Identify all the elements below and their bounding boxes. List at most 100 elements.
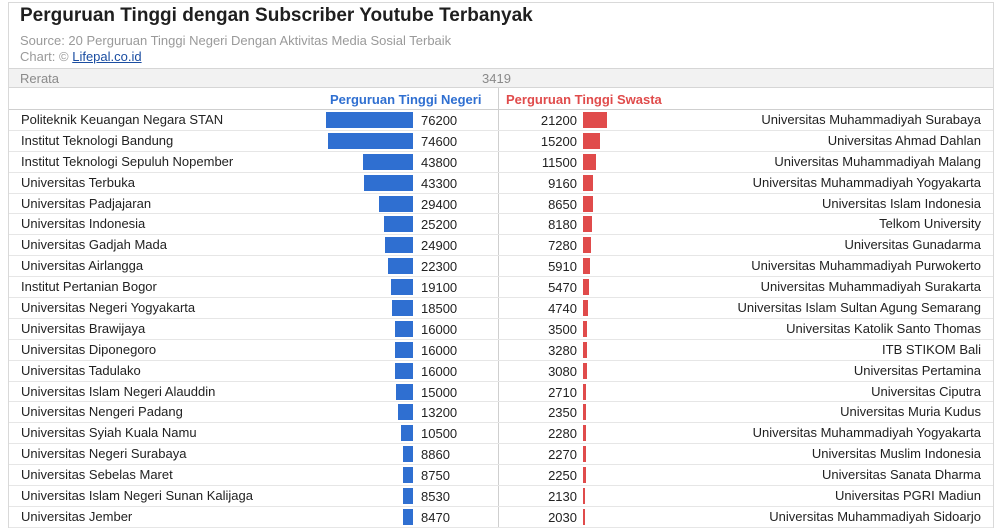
swasta-value-label: 3500 bbox=[548, 321, 577, 337]
negeri-value-label: 18500 bbox=[421, 301, 458, 317]
negeri-value-label: 43800 bbox=[421, 154, 458, 170]
swasta-value-label: 5470 bbox=[548, 280, 577, 296]
swasta-value-label: 21200 bbox=[540, 113, 577, 128]
column-header-row: Perguruan Tinggi Negeri Perguruan Tinggi… bbox=[9, 88, 993, 110]
swasta-university-name: Universitas Muslim Indonesia bbox=[811, 446, 981, 462]
swasta-bar bbox=[583, 153, 597, 170]
swasta-university-name: Universitas Katolik Santo Thomas bbox=[786, 320, 981, 336]
swasta-bar bbox=[583, 362, 587, 379]
swasta-bar bbox=[583, 425, 586, 442]
swasta-value-label: 2030 bbox=[548, 509, 577, 525]
negeri-bar bbox=[403, 508, 413, 525]
negeri-bar bbox=[402, 446, 413, 463]
table-row: Universitas Terbuka 43300 9160 Universitas … bbox=[9, 173, 993, 194]
negeri-university-name: Universitas Islam Negeri Alauddin bbox=[21, 383, 216, 399]
negeri-value-label: 15000 bbox=[421, 384, 458, 400]
table-row: Institut Teknologi Bandung 74600 15200 Univ… bbox=[9, 131, 993, 152]
swasta-bar bbox=[583, 258, 590, 275]
swasta-bar bbox=[583, 488, 586, 505]
center-divider bbox=[498, 88, 499, 528]
negeri-value-label: 43300 bbox=[421, 175, 458, 191]
swasta-bar bbox=[583, 216, 593, 233]
negeri-value-label: 29400 bbox=[421, 196, 458, 212]
negeri-university-name: Politeknik Keuangan Negara STAN bbox=[21, 112, 224, 127]
table-row: Politeknik Keuangan Negara STAN 76200 2120… bbox=[9, 110, 993, 131]
table-body: Politeknik Keuangan Negara STAN 76200 2120… bbox=[9, 110, 993, 528]
negeri-value-label: 16000 bbox=[421, 363, 458, 379]
swasta-bar bbox=[583, 467, 586, 484]
swasta-value-label: 7280 bbox=[548, 238, 577, 254]
table-row: Universitas Indonesia 25200 8180 Telkom Uni… bbox=[9, 214, 993, 236]
swasta-university-name: Universitas Pertamina bbox=[853, 362, 981, 378]
table-row: Universitas Jember 8470 2030 Universitas Mu… bbox=[9, 507, 993, 528]
negeri-university-name: Universitas Terbuka bbox=[21, 174, 135, 190]
header-swasta: Perguruan Tinggi Swasta bbox=[506, 92, 662, 107]
swasta-university-name: Universitas Muhammadiyah Surakarta bbox=[760, 279, 981, 295]
swasta-university-name: Universitas Islam Indonesia bbox=[822, 195, 981, 211]
swasta-university-name: Universitas Muhammadiyah Yogyakarta bbox=[752, 174, 981, 190]
negeri-value-label: 19100 bbox=[421, 280, 458, 296]
table-row: Universitas Syiah Kuala Namu 10500 2280 Uni… bbox=[9, 423, 993, 445]
negeri-bar bbox=[397, 404, 413, 421]
negeri-bar bbox=[363, 174, 413, 191]
swasta-value-label: 3280 bbox=[548, 342, 577, 358]
negeri-university-name: Universitas Negeri Yogyakarta bbox=[21, 300, 196, 316]
negeri-bar bbox=[403, 467, 413, 484]
swasta-value-label: 4740 bbox=[548, 301, 577, 317]
swasta-value-label: 3080 bbox=[548, 363, 577, 379]
negeri-university-name: Universitas Indonesia bbox=[21, 216, 146, 232]
negeri-bar bbox=[395, 383, 413, 400]
negeri-bar bbox=[384, 237, 413, 254]
negeri-university-name: Universitas Nengeri Padang bbox=[21, 404, 183, 420]
swasta-value-label: 2280 bbox=[548, 426, 577, 442]
swasta-bar bbox=[583, 446, 586, 463]
swasta-bar bbox=[583, 300, 589, 317]
credit-link[interactable]: Lifepal.co.id bbox=[72, 49, 142, 64]
chart-source: Source: 20 Perguruan Tinggi Negeri Denga… bbox=[20, 33, 452, 48]
average-row: Rerata 3419 bbox=[9, 68, 993, 88]
negeri-value-label: 10500 bbox=[421, 426, 458, 442]
negeri-value-label: 25200 bbox=[421, 217, 458, 233]
swasta-bar bbox=[583, 320, 587, 337]
table-row: Universitas Airlangga 22300 5910 Universita… bbox=[9, 256, 993, 278]
table-row: Universitas Brawijaya 16000 3500 Universita… bbox=[9, 319, 993, 340]
table-row: Universitas Tadulako 16000 3080 Universitas… bbox=[9, 361, 993, 382]
chart-title: Perguruan Tinggi dengan Subscriber Youtu… bbox=[20, 5, 533, 26]
swasta-university-name: Universitas Muhammadiyah Surabaya bbox=[761, 112, 981, 127]
swasta-university-name: Universitas Sanata Dharma bbox=[822, 467, 981, 483]
negeri-value-label: 16000 bbox=[421, 321, 458, 337]
negeri-value-label: 13200 bbox=[421, 405, 458, 421]
credit-prefix: Chart: © bbox=[20, 49, 69, 64]
swasta-university-name: ITB STIKOM Bali bbox=[882, 341, 981, 357]
negeri-value-label: 16000 bbox=[421, 342, 458, 358]
swasta-bar bbox=[583, 404, 586, 421]
chart-credit: Chart: © Lifepal.co.id bbox=[20, 49, 142, 64]
negeri-value-label: 24900 bbox=[421, 238, 458, 254]
table-row: Universitas Islam Negeri Sunan Kalijaga 8… bbox=[9, 486, 993, 507]
swasta-value-label: 2710 bbox=[548, 384, 577, 400]
negeri-bar bbox=[384, 216, 413, 233]
swasta-value-label: 15200 bbox=[540, 133, 577, 149]
swasta-university-name: Universitas Gunadarma bbox=[844, 237, 981, 253]
table-row: Universitas Negeri Yogyakarta 18500 4740 Un… bbox=[9, 298, 993, 319]
swasta-university-name: Telkom University bbox=[879, 216, 981, 232]
negeri-bar bbox=[327, 132, 413, 149]
negeri-bar bbox=[379, 195, 413, 212]
swasta-university-name: Universitas Muhammadiyah Sidoarjo bbox=[769, 508, 981, 524]
swasta-university-name: Universitas Muhammadiyah Purwokerto bbox=[751, 258, 981, 274]
average-value: 3419 bbox=[482, 71, 511, 86]
negeri-bar bbox=[394, 362, 413, 379]
negeri-bar bbox=[391, 279, 413, 296]
swasta-value-label: 2130 bbox=[548, 489, 577, 505]
header-negeri: Perguruan Tinggi Negeri bbox=[330, 92, 482, 107]
table-row: Universitas Diponegoro 16000 3280 ITB STIKO… bbox=[9, 340, 993, 361]
negeri-university-name: Universitas Sebelas Maret bbox=[21, 467, 173, 483]
negeri-bar bbox=[326, 112, 413, 128]
swasta-university-name: Universitas Islam Sultan Agung Semarang bbox=[737, 300, 981, 316]
table-row: Universitas Islam Negeri Alauddin 15000 27… bbox=[9, 382, 993, 403]
negeri-university-name: Universitas Tadulako bbox=[21, 362, 141, 378]
swasta-bar bbox=[583, 508, 586, 525]
swasta-bar bbox=[583, 112, 608, 128]
negeri-bar bbox=[394, 320, 413, 337]
swasta-university-name: Universitas PGRI Madiun bbox=[835, 488, 981, 504]
